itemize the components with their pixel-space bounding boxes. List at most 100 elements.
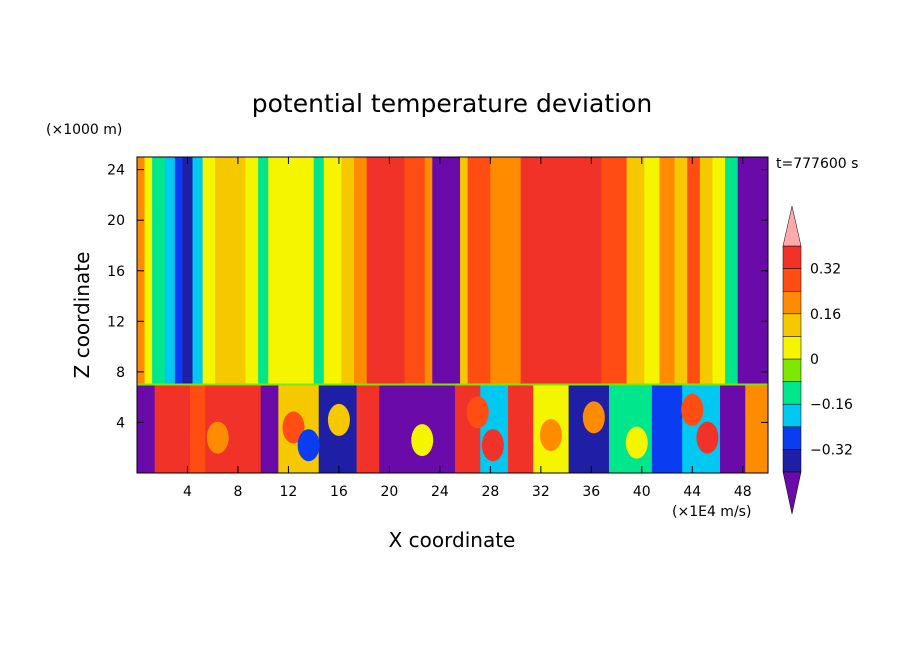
- contour-blob: [282, 411, 305, 444]
- upper-contour-band: [432, 157, 461, 385]
- colorbar-swatch: [782, 358, 802, 382]
- contour-blob: [539, 419, 562, 452]
- colorbar-swatch: [782, 336, 802, 360]
- lower-contour-band: [651, 384, 683, 473]
- upper-contour-band: [404, 157, 426, 385]
- y-unit-label: (×1000 m): [46, 122, 122, 138]
- x-tick-label: 28: [481, 484, 499, 500]
- contour-blob: [206, 421, 229, 454]
- lower-contour-band: [260, 384, 279, 473]
- upper-contour-band: [152, 157, 166, 385]
- y-tick-label: 16: [107, 264, 125, 280]
- lower-contour-band: [745, 384, 768, 473]
- colorbar-min-triangle: [782, 471, 802, 515]
- upper-contour-band: [674, 157, 688, 385]
- colorbar-swatch: [782, 403, 802, 428]
- x-tick-label: 20: [380, 484, 398, 500]
- upper-contour-band: [725, 157, 739, 385]
- lower-contour-band: [720, 384, 746, 473]
- upper-contour-band: [687, 157, 701, 385]
- contour-blob: [625, 426, 648, 459]
- colorbar-label: 0.16: [810, 307, 841, 323]
- y-axis-title: Z coordinate: [70, 252, 94, 379]
- lower-contour-band: [137, 384, 156, 473]
- upper-contour-band: [182, 157, 194, 385]
- upper-contour-band: [626, 157, 645, 385]
- upper-contour-band: [298, 157, 315, 385]
- x-tick-label: 36: [582, 484, 600, 500]
- upper-contour-band: [202, 157, 216, 385]
- upper-contour-band: [490, 157, 522, 385]
- contour-blob: [466, 396, 489, 429]
- x-tick-label: 44: [683, 484, 701, 500]
- y-tick-label: 12: [107, 314, 125, 330]
- upper-contour-band: [341, 157, 355, 385]
- contour-blob: [411, 424, 434, 457]
- upper-contour-band: [192, 157, 204, 385]
- colorbar-swatch: [782, 268, 802, 292]
- chart-title: potential temperature deviation: [252, 89, 652, 118]
- colorbar-swatch: [782, 381, 802, 405]
- colorbar-label: 0: [810, 352, 819, 368]
- y-tick-label: 4: [116, 415, 125, 431]
- colorbar-label: −0.32: [810, 442, 853, 458]
- contour-field: [137, 157, 768, 473]
- contour-blob: [696, 421, 719, 454]
- upper-contour-band: [354, 157, 368, 385]
- lower-contour-band: [356, 384, 380, 473]
- upper-contour-band: [699, 157, 714, 385]
- contour-blob: [297, 429, 320, 462]
- upper-contour-band: [467, 157, 491, 385]
- y-tick-label: 20: [107, 213, 125, 229]
- colorbar-swatch: [782, 290, 802, 315]
- lower-contour-band: [508, 384, 534, 473]
- upper-contour-band: [313, 157, 325, 385]
- colorbar: 0.32 0.16 0 −0.16 −0.32: [782, 205, 853, 515]
- upper-contour-band: [520, 157, 544, 385]
- upper-contour-band: [460, 157, 469, 385]
- upper-contour-band: [644, 157, 661, 385]
- x-tick-label: 8: [233, 484, 242, 500]
- contour-blob: [481, 429, 504, 462]
- y-tick-label: 8: [116, 365, 125, 381]
- contour-blob: [582, 401, 605, 434]
- upper-contour-band: [215, 157, 247, 385]
- upper-contour-band: [424, 157, 433, 385]
- upper-contour-band: [174, 157, 184, 385]
- y-axis: 4 8 12 16 20 24: [107, 163, 768, 431]
- lower-contour-band: [190, 384, 206, 473]
- colorbar-max-triangle: [782, 205, 802, 247]
- x-tick-label: 16: [330, 484, 348, 500]
- lower-contour-band: [608, 384, 653, 473]
- upper-contour-band: [659, 157, 676, 385]
- time-label: t=777600 s: [776, 156, 858, 172]
- x-tick-label: 4: [183, 484, 192, 500]
- x-tick-label: 24: [431, 484, 449, 500]
- colorbar-swatch: [782, 245, 802, 269]
- upper-contour-band: [543, 157, 603, 385]
- upper-contour-band: [323, 157, 343, 385]
- colorbar-swatch: [782, 449, 802, 473]
- y-tick-label: 24: [107, 163, 125, 179]
- lower-contour-band: [154, 384, 191, 473]
- upper-contour-band: [268, 157, 284, 385]
- x-unit-label: (×1E4 m/s): [672, 504, 751, 520]
- upper-contour-band: [283, 157, 300, 385]
- x-tick-label: 12: [280, 484, 298, 500]
- upper-contour-band: [601, 157, 628, 385]
- upper-contour-band: [366, 157, 406, 385]
- upper-contour-band: [144, 157, 153, 385]
- colorbar-swatch: [782, 426, 802, 450]
- contour-blob: [327, 403, 350, 436]
- plot-frame: [136, 156, 769, 474]
- upper-contour-band: [245, 157, 259, 385]
- x-tick-label: 32: [532, 484, 550, 500]
- colorbar-label: −0.16: [810, 397, 853, 413]
- x-axis: 4 8 12 16 20 24 28 32 36 40 44 48: [183, 157, 752, 500]
- x-tick-label: 48: [734, 484, 752, 500]
- colorbar-label: 0.32: [810, 262, 841, 278]
- upper-contour-band: [712, 157, 726, 385]
- contour-blob: [681, 393, 704, 426]
- x-axis-title: X coordinate: [389, 528, 516, 552]
